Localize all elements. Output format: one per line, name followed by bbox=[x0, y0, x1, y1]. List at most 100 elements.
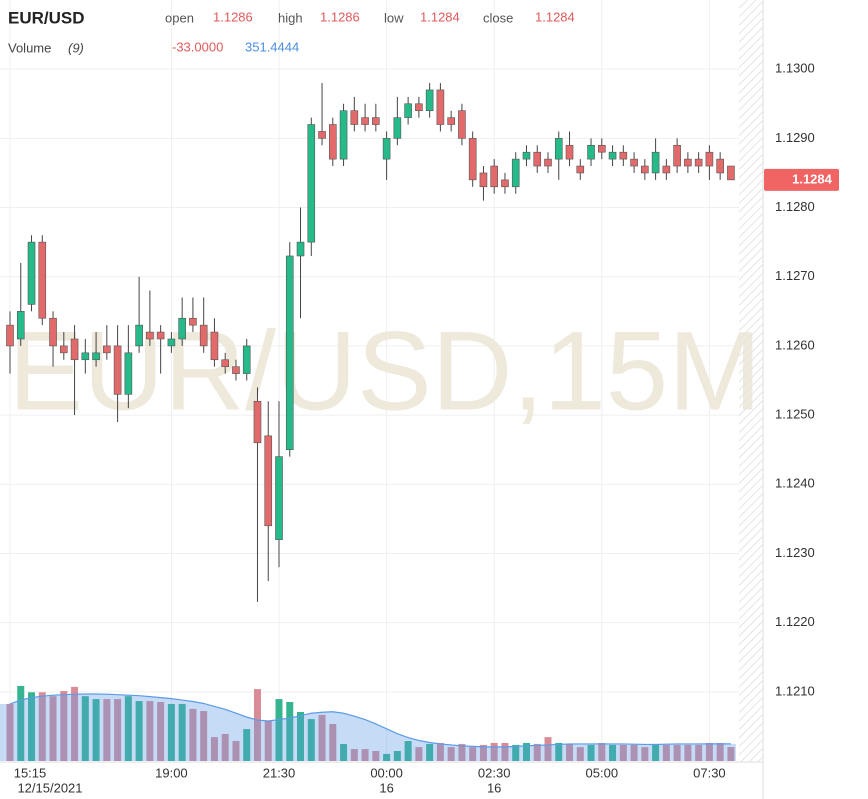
volume-bar bbox=[716, 742, 724, 761]
volume-bar bbox=[415, 747, 423, 761]
candle-body bbox=[641, 165, 649, 174]
volume-bar bbox=[157, 702, 165, 761]
candle-body bbox=[6, 324, 14, 347]
x-tick-label: 05:00 bbox=[586, 765, 619, 780]
high-value: 1.1286 bbox=[320, 9, 360, 24]
volume-bar bbox=[60, 691, 68, 761]
volume-ma-area bbox=[0, 693, 736, 761]
candle-body bbox=[70, 338, 79, 361]
close-value: 1.1284 bbox=[535, 9, 575, 24]
candle-body bbox=[576, 165, 585, 174]
low-label: low bbox=[384, 10, 404, 25]
volume-bar bbox=[210, 737, 218, 761]
volume-bar bbox=[533, 743, 541, 761]
volume-bar bbox=[469, 747, 477, 761]
volume-bar bbox=[555, 742, 563, 761]
candle-body bbox=[694, 158, 703, 167]
volume-bar bbox=[630, 744, 638, 761]
low-value: 1.1284 bbox=[420, 9, 460, 24]
candle-body bbox=[156, 331, 165, 340]
x-tick-label: 02:30 bbox=[478, 765, 511, 780]
candle-body bbox=[189, 317, 197, 326]
header: EUR/USD open 1.1286 high 1.1286 low 1.12… bbox=[8, 8, 575, 55]
candle-body bbox=[544, 158, 552, 167]
candle-body bbox=[651, 151, 660, 174]
volume-bar bbox=[598, 742, 606, 761]
y-tick-label: 1.1210 bbox=[775, 683, 815, 698]
volume-bar bbox=[114, 699, 122, 761]
candle-body bbox=[619, 151, 628, 160]
candle-body bbox=[404, 103, 412, 118]
candle-body bbox=[285, 255, 294, 450]
volume-bar bbox=[587, 744, 595, 761]
volume-bar bbox=[458, 743, 466, 761]
x-tick-label: 00:00 bbox=[370, 765, 403, 780]
volume-bar bbox=[275, 699, 283, 761]
candle-body bbox=[81, 352, 90, 361]
candle-body bbox=[318, 131, 326, 139]
candle-body bbox=[92, 352, 100, 361]
candle-body bbox=[608, 151, 617, 160]
volume-bar bbox=[243, 729, 251, 761]
volume-bar bbox=[404, 741, 412, 761]
high-label: high bbox=[278, 10, 303, 25]
volume-bar bbox=[544, 737, 552, 761]
candle-body bbox=[716, 158, 724, 174]
x-tick-label: 21:30 bbox=[263, 765, 296, 780]
candle-body bbox=[49, 317, 57, 347]
volume-bar bbox=[253, 689, 261, 761]
x-tick-label: 19:00 bbox=[155, 765, 188, 780]
candle-body bbox=[350, 110, 359, 125]
volume-bar bbox=[383, 753, 391, 761]
candle-body bbox=[146, 331, 154, 340]
x-date-label: 16 bbox=[487, 780, 501, 795]
candle-body bbox=[178, 317, 186, 340]
candle-body bbox=[232, 366, 240, 374]
volume-bar bbox=[92, 699, 100, 761]
candle-body bbox=[264, 435, 273, 527]
candle-body bbox=[307, 124, 316, 243]
candle-body bbox=[468, 138, 477, 181]
volume-bar bbox=[81, 696, 89, 761]
candle-body bbox=[673, 144, 681, 167]
candle-body bbox=[522, 151, 531, 160]
candle-body bbox=[124, 352, 133, 395]
volume-bar bbox=[673, 744, 681, 761]
candle-body bbox=[436, 89, 445, 125]
volume-bar bbox=[297, 712, 305, 761]
candle-body bbox=[27, 241, 36, 305]
y-tick-label: 1.1260 bbox=[775, 337, 815, 352]
axes: 1.1300 1.1290 1.1280 1.1270 1.1260 1.1250 1.12… bbox=[14, 61, 839, 795]
volume-bar bbox=[103, 699, 111, 761]
volume-bar bbox=[340, 743, 348, 761]
volume-bar bbox=[641, 747, 649, 761]
candle-body bbox=[339, 110, 348, 160]
volume-period: (9) bbox=[68, 40, 84, 55]
volume-bar bbox=[350, 749, 358, 761]
volume-bar bbox=[727, 747, 735, 761]
y-tick-label: 1.1270 bbox=[775, 268, 815, 283]
volume-bar bbox=[6, 703, 14, 761]
candle-body bbox=[587, 144, 595, 160]
candle-body bbox=[16, 311, 25, 340]
volume-bar bbox=[695, 744, 703, 761]
x-tick-label: 15:15 bbox=[14, 765, 47, 780]
volume-bar bbox=[372, 751, 380, 761]
candles bbox=[6, 83, 735, 602]
volume-bar bbox=[124, 696, 132, 761]
volume-bar bbox=[200, 711, 208, 761]
volume-bar bbox=[522, 742, 530, 761]
volume-bar bbox=[361, 749, 369, 761]
volume-bar bbox=[221, 733, 229, 761]
volume-bar bbox=[684, 744, 692, 761]
volume-bar bbox=[135, 701, 143, 761]
grid bbox=[0, 0, 739, 762]
volume-bar bbox=[286, 702, 294, 761]
volume-bar bbox=[609, 744, 617, 761]
candle-body bbox=[630, 158, 638, 167]
volume-bar bbox=[426, 743, 434, 761]
candle-body bbox=[705, 151, 714, 167]
candle-body bbox=[328, 124, 337, 160]
volume-bar bbox=[167, 703, 175, 761]
